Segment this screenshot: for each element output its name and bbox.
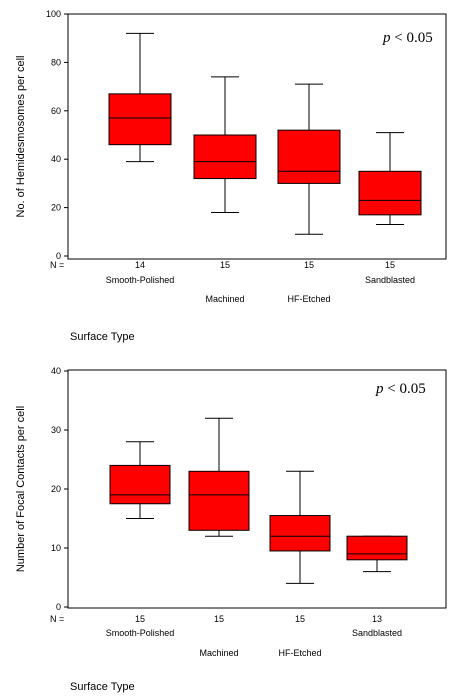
iqr-box (108, 93, 172, 146)
y-tick-label: 40 (51, 154, 61, 164)
category-label: Smooth-Polished (106, 628, 175, 638)
category-label: Sandblasted (365, 275, 415, 285)
iqr-box (346, 535, 408, 561)
y-tick-label: 20 (51, 203, 61, 213)
y-tick-label: 30 (51, 425, 61, 435)
iqr-box (277, 129, 341, 184)
p-threshold: < 0.05 (384, 381, 426, 397)
y-tick-label: 0 (56, 251, 61, 261)
y-tick-label: 100 (46, 9, 61, 19)
n-value: 14 (135, 260, 145, 270)
category-label: Smooth-Polished (106, 275, 175, 285)
x-axis-label: Surface Type (70, 331, 135, 343)
y-tick-label: 80 (51, 57, 61, 67)
y-tick-label: 60 (51, 106, 61, 116)
p-symbol: p (382, 30, 391, 46)
p-symbol: p (375, 381, 384, 397)
category-label: HF-Etched (278, 648, 321, 658)
p-value-annotation: p < 0.05 (382, 30, 433, 46)
iqr-box (188, 470, 250, 531)
n-value: 15 (220, 260, 230, 270)
iqr-box (358, 170, 422, 216)
n-value: 15 (385, 260, 395, 270)
y-axis-label: Number of Focal Contacts per cell (15, 406, 27, 572)
iqr-box (269, 515, 331, 552)
n-label: N = (50, 614, 64, 624)
x-axis-label: Surface Type (70, 681, 135, 693)
category-label: HF-Etched (287, 294, 330, 304)
category-label: Machined (199, 648, 238, 658)
iqr-box (193, 134, 257, 180)
p-threshold: < 0.05 (391, 30, 433, 46)
n-value: 13 (372, 614, 382, 624)
y-tick-label: 40 (51, 366, 61, 376)
y-tick-label: 20 (51, 484, 61, 494)
plot-frame (67, 13, 447, 260)
n-value: 15 (304, 260, 314, 270)
y-axis-label: No. of Hemidesmosomes per cell (15, 55, 27, 217)
category-label: Machined (205, 294, 244, 304)
n-value: 15 (135, 614, 145, 624)
category-label: Sandblasted (352, 628, 402, 638)
n-label: N = (50, 260, 64, 270)
p-value-annotation: p < 0.05 (375, 381, 426, 397)
n-value: 15 (295, 614, 305, 624)
y-tick-label: 10 (51, 543, 61, 553)
n-value: 15 (214, 614, 224, 624)
iqr-box (109, 464, 171, 505)
y-tick-label: 0 (56, 602, 61, 612)
